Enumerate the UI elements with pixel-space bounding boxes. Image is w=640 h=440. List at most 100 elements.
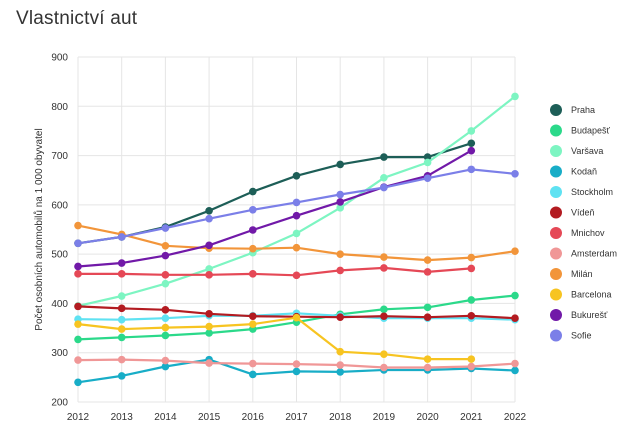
legend-marker [550,247,562,260]
legend-marker [550,268,562,280]
data-point [249,359,257,368]
legend-label: Bukurešť [571,310,608,320]
legend-marker [550,309,562,321]
data-point [423,174,432,183]
data-point [161,251,170,260]
data-point [423,153,432,161]
data-point [423,268,432,276]
data-point [117,233,126,241]
data-point [292,198,301,207]
y-tick-label: 700 [51,151,68,162]
data-point [292,211,301,220]
data-point [161,331,170,340]
x-tick-label: 2021 [460,412,483,423]
data-point [74,320,82,328]
legend-marker [550,206,562,219]
data-point [249,226,257,234]
data-point [423,158,432,167]
data-point [336,368,345,376]
data-point [423,313,432,322]
data-point [511,291,519,300]
data-point [161,314,170,323]
data-point [336,347,345,356]
data-point [380,264,388,272]
legend-label: Vídeň [571,208,595,218]
x-tick-label: 2014 [154,412,177,423]
data-point [336,266,345,275]
data-point [292,243,301,252]
data-point [292,367,301,376]
legend-marker [550,104,562,116]
data-point [292,229,301,238]
data-point [249,370,257,379]
data-point [511,359,519,368]
data-point [511,366,519,375]
x-tick-label: 2015 [198,412,221,423]
data-point [467,311,476,320]
data-point [74,239,82,248]
series-line [77,316,472,361]
x-tick-label: 2020 [416,412,439,423]
y-axis-label: Počet osobních automobilů na 1 000 obyva… [33,128,45,330]
data-point [161,241,170,250]
legend-label: Stockholm [571,187,613,197]
data-point [380,173,388,182]
data-point [205,265,213,273]
data-point [336,313,345,322]
data-point [249,312,257,321]
data-point [205,214,213,223]
data-point [423,363,432,372]
data-point [336,160,345,169]
data-point [380,253,388,261]
data-point [74,378,82,387]
y-tick-label: 400 [51,299,68,310]
data-point [336,190,345,199]
x-tick-label: 2022 [504,412,527,423]
data-point [511,170,519,178]
y-tick-label: 600 [51,200,68,211]
data-point [74,302,82,311]
data-point [117,355,126,364]
data-point [161,356,170,365]
data-point [117,325,126,333]
x-tick-label: 2016 [242,412,265,423]
data-point [249,244,257,253]
legend-marker [550,165,562,178]
legend-label: Milán [571,269,593,279]
legend-marker [550,186,562,198]
data-point [161,224,170,232]
legend-marker [550,288,562,301]
data-point [205,309,213,318]
data-point [380,305,388,314]
series-line [78,266,472,277]
data-point [205,329,213,337]
y-tick-label: 200 [51,398,68,409]
data-point [205,241,213,250]
data-point [423,355,432,363]
data-point [336,361,345,369]
data-point [336,198,345,206]
data-point [117,259,126,267]
legend-label: Praha [571,105,595,115]
legend-label: Mnichov [571,228,605,238]
y-tick-label: 500 [51,250,68,261]
data-point [74,262,82,271]
data-point [74,270,82,278]
data-point [380,350,388,358]
data-point [249,270,257,278]
data-point [161,323,170,332]
x-tick-label: 2017 [285,412,308,423]
data-point [292,171,301,180]
x-tick-label: 2013 [111,412,134,423]
data-point [117,292,126,300]
data-point [161,279,170,288]
data-point [249,320,257,328]
data-point [249,205,257,214]
data-point [205,322,213,331]
data-point [205,359,213,367]
data-point [380,153,388,161]
legend-label: Barcelona [571,290,612,300]
legend-marker [550,145,562,157]
